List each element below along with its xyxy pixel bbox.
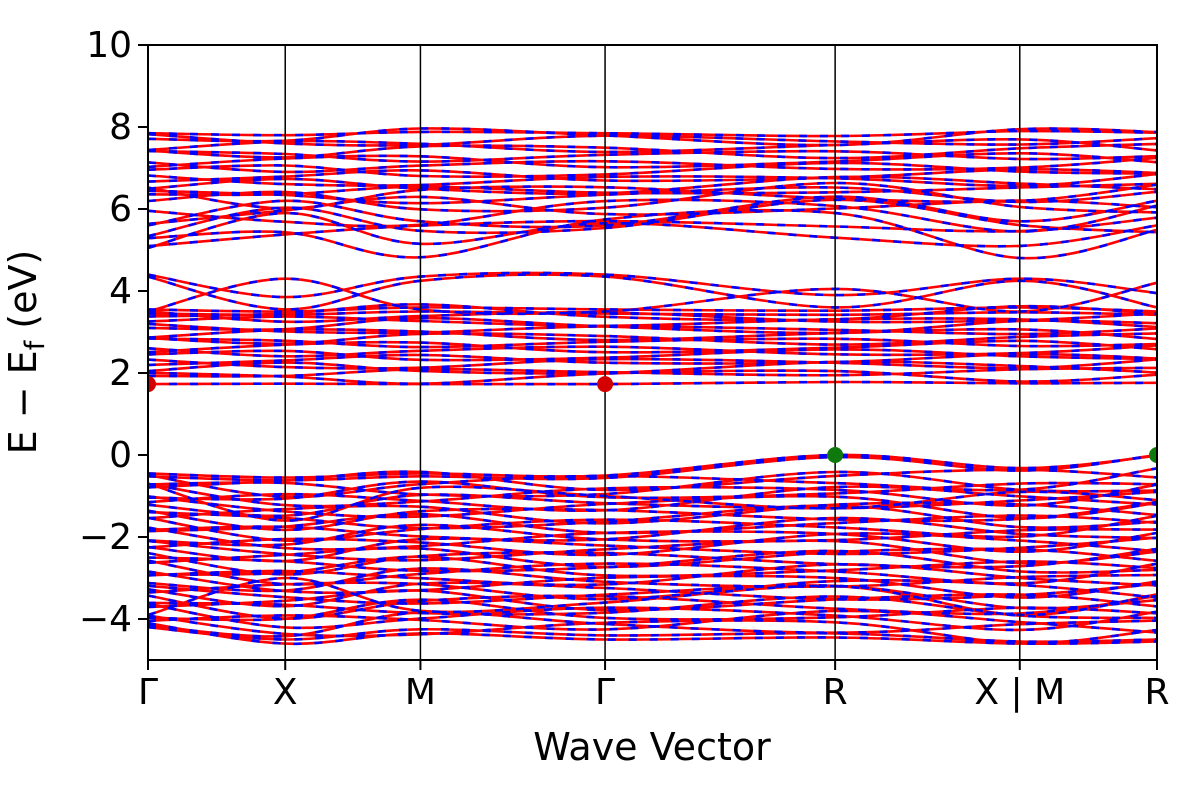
band-spin-up [148, 482, 1157, 508]
band-spin-down [148, 348, 1157, 362]
x-tick-label: X [273, 672, 298, 713]
band-spin-down [148, 182, 1157, 197]
axis-ticks [138, 44, 1158, 670]
band-spin-up [148, 602, 1157, 632]
band-spin-down [148, 339, 1157, 354]
y-tick-label: 4 [109, 271, 132, 312]
band-spin-down [148, 369, 1157, 386]
band-spin-up [148, 555, 1157, 578]
band-spin-up [148, 175, 1157, 196]
cbm-marker [597, 376, 614, 393]
band-spin-up [148, 539, 1157, 565]
y-tick-label: 10 [86, 25, 132, 66]
band-spin-up [148, 625, 1157, 644]
band-spin-down [148, 151, 1157, 169]
band-spin-up [148, 142, 1157, 160]
band-spin-down [148, 337, 1157, 349]
band-spin-down [148, 344, 1157, 358]
band-spin-up [148, 584, 1157, 610]
band-spin-up [148, 559, 1157, 586]
band-spin-down [148, 327, 1157, 342]
y-axis-label-subscript: f [20, 339, 51, 350]
y-tick-label: −4 [79, 599, 132, 640]
band-spin-up [148, 610, 1157, 638]
band-spin-down [148, 156, 1157, 174]
band-spin-up [148, 181, 1157, 214]
x-axis-label: Wave Vector [533, 725, 771, 769]
band-spin-up [148, 468, 1157, 492]
band-spin-up [148, 127, 1157, 147]
y-tick-label: 8 [109, 107, 132, 148]
y-tick-label: 2 [109, 353, 132, 394]
band-spin-down [148, 216, 1157, 248]
band-spin-down [148, 310, 1157, 324]
band-spin-up [148, 523, 1157, 547]
x-tick-labels: Γ X M Γ R X | M R [138, 672, 1170, 713]
band-spin-down [148, 149, 1157, 163]
band-spin-up [148, 594, 1157, 620]
y-tick-label: 0 [109, 435, 132, 476]
band-spin-up [148, 532, 1157, 557]
band-spin-up [148, 581, 1157, 608]
y-tick-labels: −4 −2 0 2 4 6 8 10 [79, 25, 132, 640]
x-tick-label: Γ [138, 672, 158, 713]
band-spin-up [148, 563, 1157, 587]
band-spin-up [148, 208, 1157, 260]
band-spin-down [148, 322, 1157, 336]
y-tick-label: −2 [79, 517, 132, 558]
band-spin-down [148, 137, 1157, 154]
band-spin-up [148, 273, 1157, 311]
band-spin-down [148, 167, 1157, 183]
bands-layer [148, 127, 1157, 646]
band-spin-up [148, 271, 1157, 299]
band-spin-up [148, 609, 1157, 634]
x-tick-label: R [1144, 672, 1169, 713]
band-spin-down [148, 161, 1157, 179]
band-spin-up [148, 480, 1157, 501]
band-spin-down [148, 380, 1157, 386]
band-spin-up [148, 504, 1157, 530]
y-axis-label: E − Ef (eV) [1, 250, 51, 455]
band-spin-down [148, 172, 1157, 188]
band-spin-up [148, 512, 1157, 535]
cbm-marker [148, 376, 156, 393]
spin-down-bands [148, 127, 1157, 646]
y-axis-label-units: (eV) [1, 250, 45, 341]
x-tick-label: X | M [974, 672, 1065, 713]
band-spin-down [148, 306, 1157, 313]
band-spin-up [148, 490, 1157, 518]
band-spin-down [148, 332, 1157, 346]
band-spin-up [148, 453, 1157, 479]
band-spin-down [148, 360, 1157, 375]
band-spin-up [148, 536, 1157, 563]
vbm-marker [827, 447, 844, 463]
vbm-marker [1149, 447, 1157, 463]
band-spin-up [148, 501, 1157, 525]
y-tick-label: 6 [109, 189, 132, 230]
band-spin-down [148, 132, 1157, 147]
band-extrema-markers [148, 376, 1157, 463]
band-spin-up [148, 485, 1157, 512]
band-spin-down [148, 357, 1157, 370]
band-spin-down [148, 129, 1157, 138]
band-spin-down [148, 211, 1157, 250]
x-tick-label: R [823, 672, 848, 713]
band-spin-down [148, 271, 1157, 299]
band-spin-up [148, 614, 1157, 645]
x-tick-label: Γ [595, 672, 615, 713]
x-tick-label: M [405, 672, 436, 713]
band-spin-up [148, 467, 1157, 499]
y-axis-label-main: E − E [1, 350, 45, 454]
band-spin-down [148, 310, 1157, 317]
plot-frame [147, 44, 1158, 661]
